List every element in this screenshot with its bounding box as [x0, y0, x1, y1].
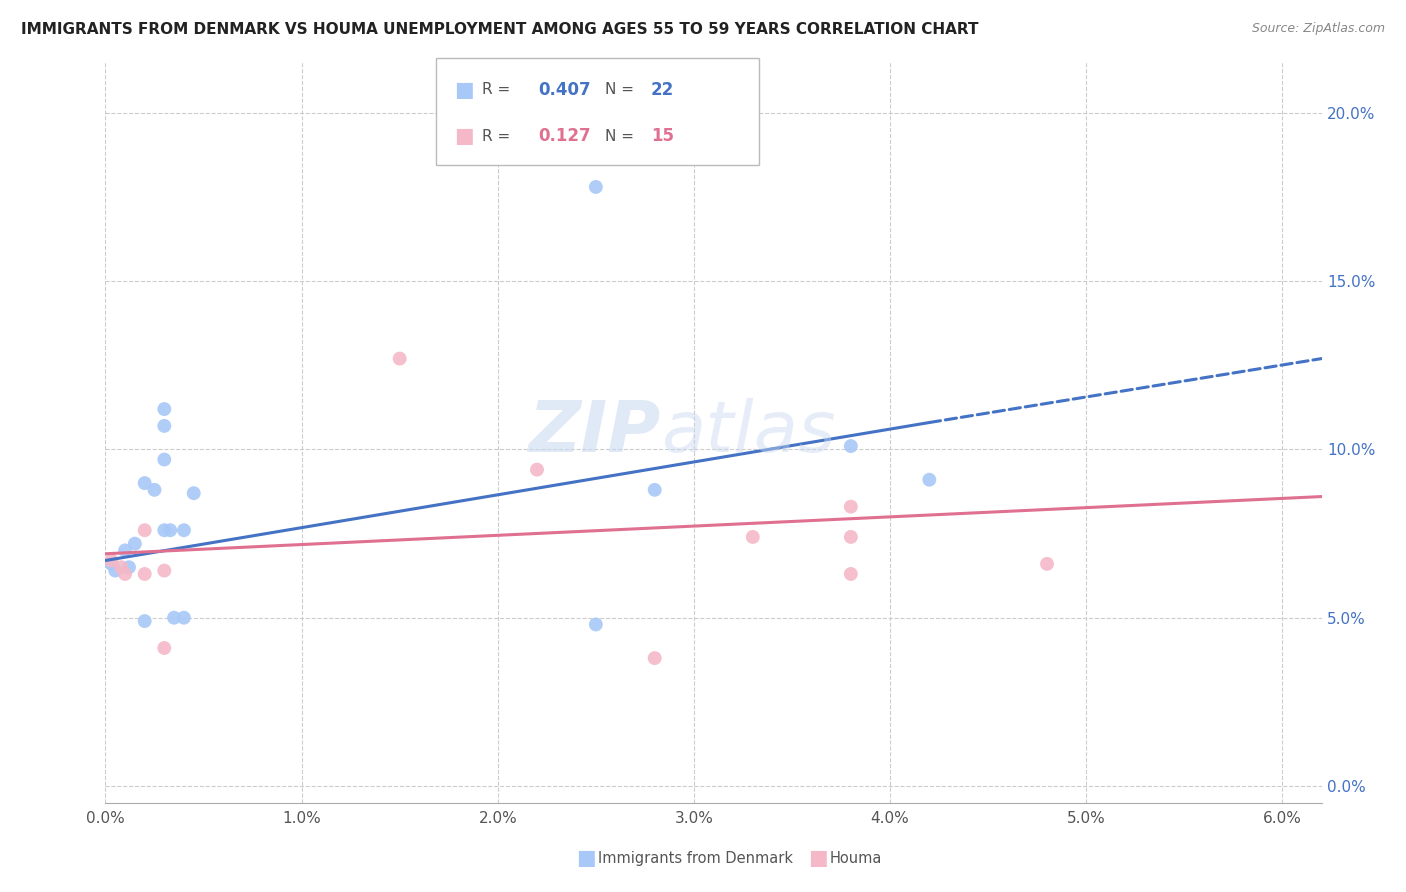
Point [153, 418, 176, 433]
Point [644, 483, 666, 497]
Point [153, 564, 176, 578]
Point [134, 614, 156, 628]
Text: R =: R = [482, 82, 516, 97]
Point [839, 566, 862, 581]
Point [114, 543, 136, 558]
Point [153, 640, 176, 655]
Point [163, 611, 186, 625]
Point [114, 566, 136, 581]
Point [159, 523, 181, 537]
Point [918, 473, 941, 487]
Point [388, 351, 411, 366]
Text: R =: R = [482, 128, 516, 144]
Point [104, 564, 127, 578]
Point [143, 483, 166, 497]
Text: Houma: Houma [830, 851, 882, 865]
Point [741, 530, 763, 544]
Text: ■: ■ [808, 848, 828, 868]
Point [153, 402, 176, 417]
Text: Source: ZipAtlas.com: Source: ZipAtlas.com [1251, 22, 1385, 36]
Point [173, 523, 195, 537]
Point [153, 452, 176, 467]
Point [134, 566, 156, 581]
Text: ■: ■ [454, 126, 474, 146]
Text: ZIP: ZIP [529, 398, 661, 467]
Point [644, 651, 666, 665]
Point [839, 530, 862, 544]
Text: Immigrants from Denmark: Immigrants from Denmark [598, 851, 793, 865]
Point [839, 439, 862, 453]
Point [110, 560, 132, 574]
Text: ■: ■ [454, 80, 474, 100]
Point [134, 476, 156, 491]
Point [183, 486, 205, 500]
Point [100, 557, 122, 571]
Point [153, 523, 176, 537]
Point [585, 180, 607, 194]
Point [1036, 557, 1059, 571]
Text: 22: 22 [651, 81, 675, 99]
Text: IMMIGRANTS FROM DENMARK VS HOUMA UNEMPLOYMENT AMONG AGES 55 TO 59 YEARS CORRELAT: IMMIGRANTS FROM DENMARK VS HOUMA UNEMPLO… [21, 22, 979, 37]
Text: N =: N = [605, 82, 638, 97]
Point [100, 553, 122, 567]
Point [118, 560, 141, 574]
Text: 0.407: 0.407 [538, 81, 591, 99]
Point [839, 500, 862, 514]
Text: N =: N = [605, 128, 638, 144]
Point [124, 537, 146, 551]
Point [173, 611, 195, 625]
Point [526, 462, 548, 476]
Text: atlas: atlas [661, 398, 835, 467]
Text: 15: 15 [651, 127, 673, 145]
Point [134, 523, 156, 537]
Text: ■: ■ [576, 848, 596, 868]
Text: 0.127: 0.127 [538, 127, 591, 145]
Point [585, 617, 607, 632]
